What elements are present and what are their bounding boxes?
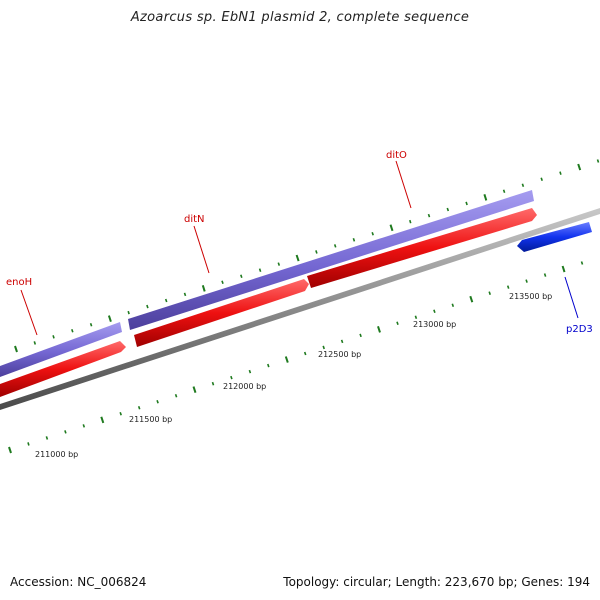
- inner-tick-minor: [137, 406, 141, 410]
- inner-tick-minor: [303, 351, 307, 356]
- inner-tick-minor: [248, 369, 252, 374]
- inner-tick-minor: [543, 273, 547, 277]
- scale-label-212000: 212000 bp: [223, 382, 266, 391]
- inner-tick-minor: [156, 399, 159, 404]
- label-line-enoh: [20, 289, 38, 336]
- cds-arrow-enoh[interactable]: [0, 341, 126, 397]
- feature-label-enoh[interactable]: enoH: [6, 277, 32, 288]
- outer-tick-minor: [146, 304, 149, 309]
- outer-tick-minor: [33, 341, 37, 345]
- inner-tick-major: [284, 356, 289, 363]
- inner-tick-minor: [340, 339, 344, 344]
- outer-tick-minor: [371, 232, 374, 236]
- outer-tick-minor: [221, 280, 224, 285]
- outer-tick-minor: [240, 274, 243, 278]
- outer-tick-minor: [446, 207, 450, 212]
- inner-tick-minor: [322, 345, 325, 350]
- cds-arrow-dito[interactable]: [307, 208, 537, 288]
- forward-feature-track: [0, 190, 534, 377]
- scale-label-213500: 213500 bp: [509, 292, 552, 301]
- label-line-dito: [395, 160, 412, 209]
- outer-tick-major: [14, 345, 18, 353]
- scale-label-213000: 213000 bp: [413, 320, 456, 329]
- forward-feature-bar-2[interactable]: [128, 190, 534, 330]
- scale-label-212500: 212500 bp: [318, 350, 361, 359]
- scale-labels: 211000 bp 211500 bp 212000 bp 212500 bp …: [35, 292, 552, 459]
- scale-label-211000: 211000 bp: [35, 450, 78, 459]
- inner-tick-minor: [451, 303, 455, 307]
- outer-tick-minor: [164, 298, 168, 303]
- outer-tick-minor: [559, 171, 562, 175]
- forward-feature-bar-1[interactable]: [0, 322, 122, 377]
- outer-tick-minor: [352, 238, 356, 242]
- label-line-p2d3: [564, 276, 579, 319]
- inner-tick-minor: [580, 261, 584, 265]
- inner-tick-minor: [396, 321, 399, 326]
- cds-track: [0, 208, 537, 397]
- feature-label-dito[interactable]: ditO: [386, 150, 407, 161]
- inner-tick-major: [192, 386, 197, 394]
- outer-tick-minor: [409, 219, 412, 224]
- inner-tick-major: [100, 416, 105, 424]
- outer-tick-major: [295, 254, 300, 262]
- inner-tick-minor: [27, 442, 30, 446]
- outer-tick-minor: [521, 183, 525, 188]
- inner-tick-major: [377, 325, 381, 333]
- sequence-backbone: [0, 208, 600, 410]
- label-line-ditn: [193, 225, 210, 274]
- outer-tick-minor: [427, 213, 431, 218]
- inner-tick-major: [561, 265, 566, 273]
- reverse-feature-arrow-p2d3[interactable]: [517, 222, 592, 252]
- inner-tick-minor: [82, 424, 86, 428]
- outer-tick-major: [483, 194, 488, 201]
- feature-label-p2d3[interactable]: p2D3: [566, 324, 593, 335]
- outer-tick-major: [201, 285, 206, 292]
- outer-tick-major: [577, 163, 582, 171]
- outer-tick-minor: [596, 159, 600, 163]
- inner-tick-minor: [525, 279, 528, 283]
- inner-tick-minor: [267, 363, 270, 368]
- cds-arrow-ditn[interactable]: [134, 279, 309, 347]
- inner-tick-major: [469, 295, 474, 303]
- outer-tick-minor: [127, 310, 130, 315]
- scale-label-211500: 211500 bp: [129, 415, 172, 424]
- outer-tick-minor: [89, 322, 93, 327]
- inner-tick-minor: [488, 291, 491, 295]
- outer-tick-minor: [333, 244, 337, 248]
- topology-summary: Topology: circular; Length: 223,670 bp; …: [283, 575, 590, 589]
- outer-tick-major: [107, 315, 112, 323]
- inner-tick-minor: [506, 285, 510, 289]
- outer-tick-row: [14, 159, 600, 353]
- inner-tick-row: [8, 261, 584, 454]
- map-title: Azoarcus sp. EbN1 plasmid 2, complete se…: [130, 10, 470, 25]
- outer-tick-minor: [465, 201, 468, 206]
- accession-text: Accession: NC_006824: [10, 575, 147, 589]
- feature-label-ditn[interactable]: ditN: [184, 214, 205, 225]
- inner-tick-minor: [230, 375, 233, 380]
- outer-tick-minor: [502, 189, 506, 194]
- inner-tick-minor: [433, 309, 436, 314]
- inner-tick-minor: [359, 333, 362, 338]
- inner-tick-minor: [45, 436, 49, 440]
- inner-tick-minor: [119, 412, 122, 416]
- outer-tick-minor: [183, 292, 187, 297]
- feature-labels: enoH ditN ditO p2D3: [6, 150, 593, 336]
- outer-tick-major: [389, 224, 394, 232]
- outer-tick-minor: [52, 335, 55, 339]
- outer-tick-minor: [258, 268, 262, 272]
- inner-tick-minor: [211, 381, 215, 386]
- inner-tick-minor: [174, 393, 178, 398]
- inner-tick-major: [8, 446, 12, 454]
- inner-tick-minor: [64, 430, 67, 434]
- inner-tick-minor: [414, 315, 418, 320]
- outer-tick-minor: [315, 250, 318, 254]
- outer-tick-minor: [540, 177, 543, 181]
- outer-tick-minor: [277, 262, 281, 266]
- outer-tick-minor: [71, 329, 74, 333]
